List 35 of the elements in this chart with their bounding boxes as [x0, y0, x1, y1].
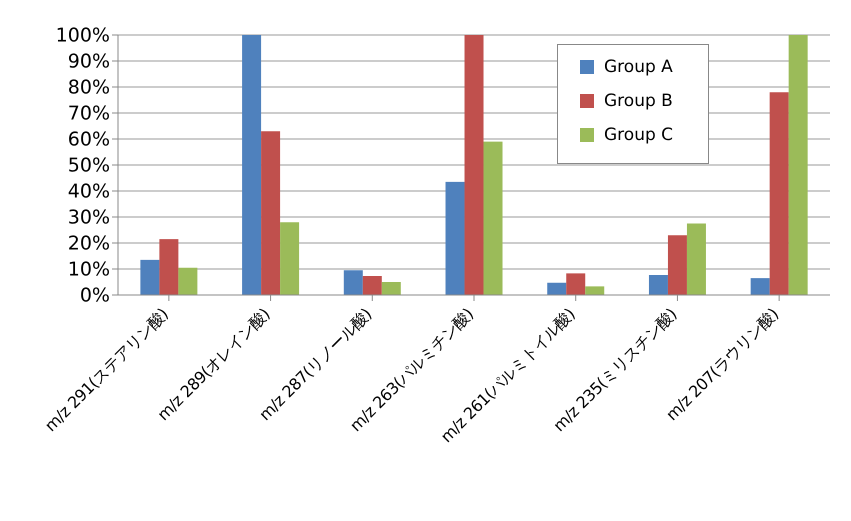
legend-label: Group C: [603, 125, 674, 145]
y-tick-label: 100%: [56, 24, 110, 47]
bar: [242, 35, 262, 295]
y-tick-label: 50%: [68, 154, 110, 177]
bar: [464, 35, 484, 295]
bar: [788, 35, 808, 295]
y-tick-label: 10%: [68, 258, 110, 281]
bar: [484, 142, 503, 295]
y-tick-label: 90%: [68, 50, 110, 73]
bar: [382, 282, 401, 295]
bar: [178, 268, 198, 295]
bar: [686, 224, 706, 295]
bar: [159, 239, 178, 295]
bar: [547, 282, 566, 295]
y-tick-label: 70%: [68, 102, 110, 125]
bar: [280, 222, 300, 295]
y-tick-label: 20%: [68, 232, 110, 255]
bar: [750, 278, 770, 295]
bar: [344, 270, 363, 295]
y-tick-label: 60%: [68, 128, 110, 151]
bar: [566, 273, 586, 295]
bar: [585, 286, 604, 295]
bar: [770, 92, 789, 295]
bar: [648, 274, 668, 295]
legend-label: Group A: [603, 57, 674, 77]
bar: [668, 235, 687, 295]
y-tick-label: 80%: [68, 76, 110, 99]
bar: [446, 182, 465, 295]
y-tick-label: 30%: [68, 206, 110, 229]
y-tick-label: 0%: [80, 284, 110, 307]
bar: [261, 131, 280, 295]
bar: [362, 276, 382, 295]
legend-label: Group B: [603, 91, 674, 111]
y-tick-label: 40%: [68, 180, 110, 203]
bar: [140, 260, 160, 295]
